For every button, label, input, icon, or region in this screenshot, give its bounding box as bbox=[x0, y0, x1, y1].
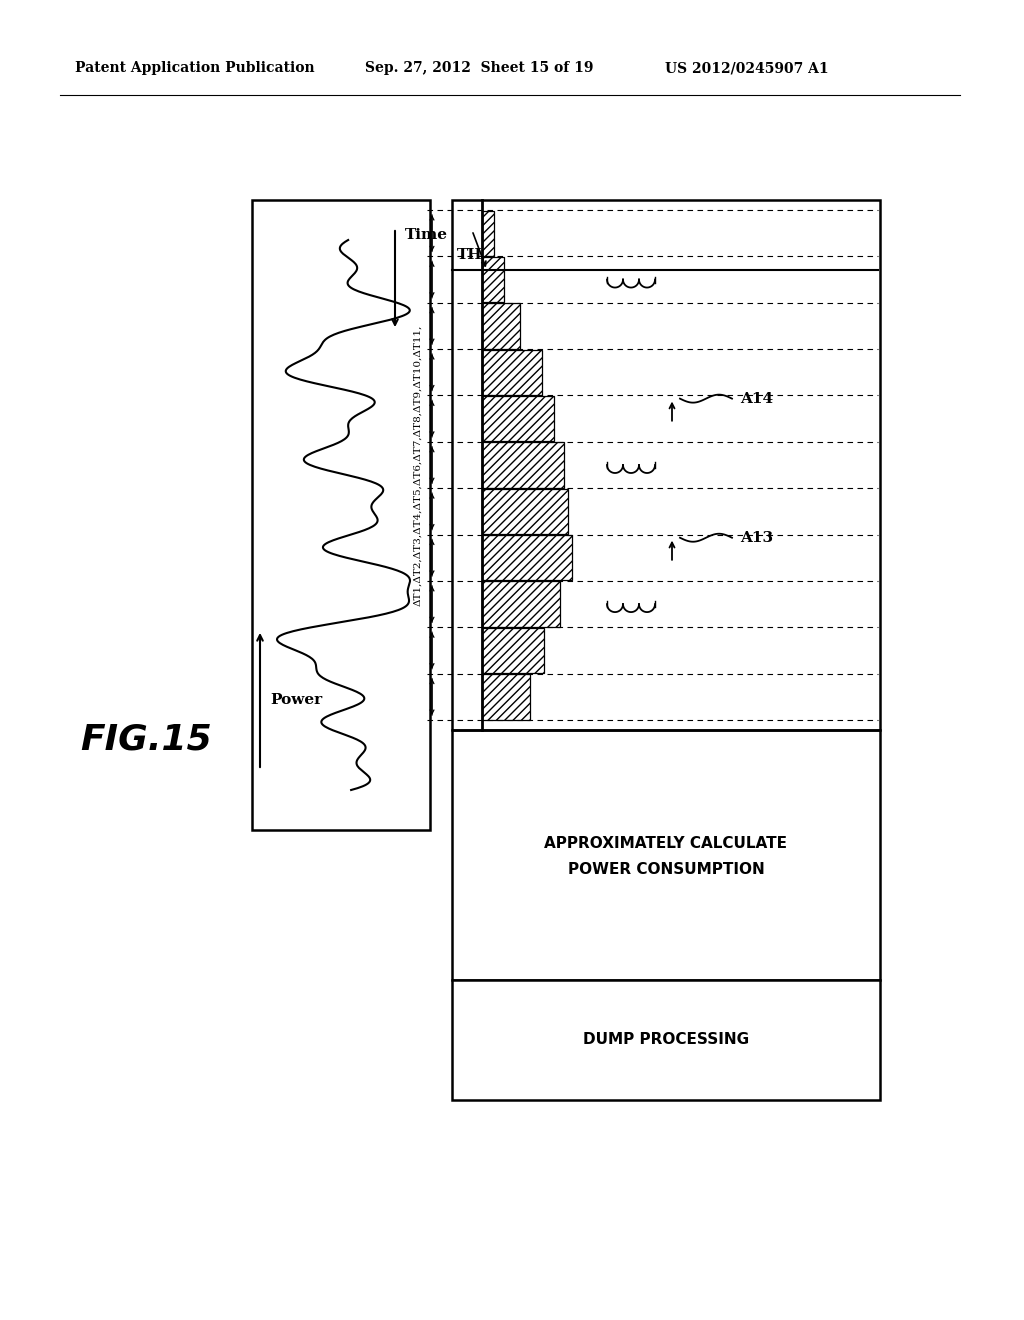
Bar bbox=[482, 350, 542, 395]
Bar bbox=[452, 201, 880, 730]
Text: US 2012/0245907 A1: US 2012/0245907 A1 bbox=[665, 61, 828, 75]
Text: Power: Power bbox=[270, 693, 323, 708]
Text: Sep. 27, 2012  Sheet 15 of 19: Sep. 27, 2012 Sheet 15 of 19 bbox=[365, 61, 594, 75]
Bar bbox=[482, 675, 530, 719]
Text: FIG.15: FIG.15 bbox=[80, 723, 212, 756]
Bar bbox=[252, 201, 430, 830]
Text: TH: TH bbox=[457, 248, 482, 263]
Text: A14: A14 bbox=[740, 392, 773, 405]
Text: APPROXIMATELY CALCULATE: APPROXIMATELY CALCULATE bbox=[545, 836, 787, 850]
Text: Time: Time bbox=[406, 228, 449, 242]
Bar bbox=[482, 210, 494, 256]
Bar bbox=[482, 304, 520, 348]
Bar bbox=[482, 488, 568, 535]
Text: DUMP PROCESSING: DUMP PROCESSING bbox=[583, 1032, 750, 1048]
Bar bbox=[482, 535, 572, 581]
Bar bbox=[452, 730, 880, 979]
Text: A13: A13 bbox=[740, 531, 773, 545]
Text: POWER CONSUMPTION: POWER CONSUMPTION bbox=[567, 862, 764, 876]
Bar bbox=[482, 442, 563, 487]
Text: Patent Application Publication: Patent Application Publication bbox=[75, 61, 314, 75]
Bar bbox=[482, 628, 545, 673]
Bar bbox=[482, 396, 554, 441]
Bar bbox=[482, 581, 560, 627]
Bar bbox=[482, 257, 504, 302]
Bar bbox=[452, 979, 880, 1100]
Text: ΔT1,ΔT2,ΔT3,ΔT4,ΔT5,ΔT6,ΔT7,ΔT8,ΔT9,ΔT10,ΔT11,: ΔT1,ΔT2,ΔT3,ΔT4,ΔT5,ΔT6,ΔT7,ΔT8,ΔT9,ΔT10… bbox=[413, 325, 422, 606]
